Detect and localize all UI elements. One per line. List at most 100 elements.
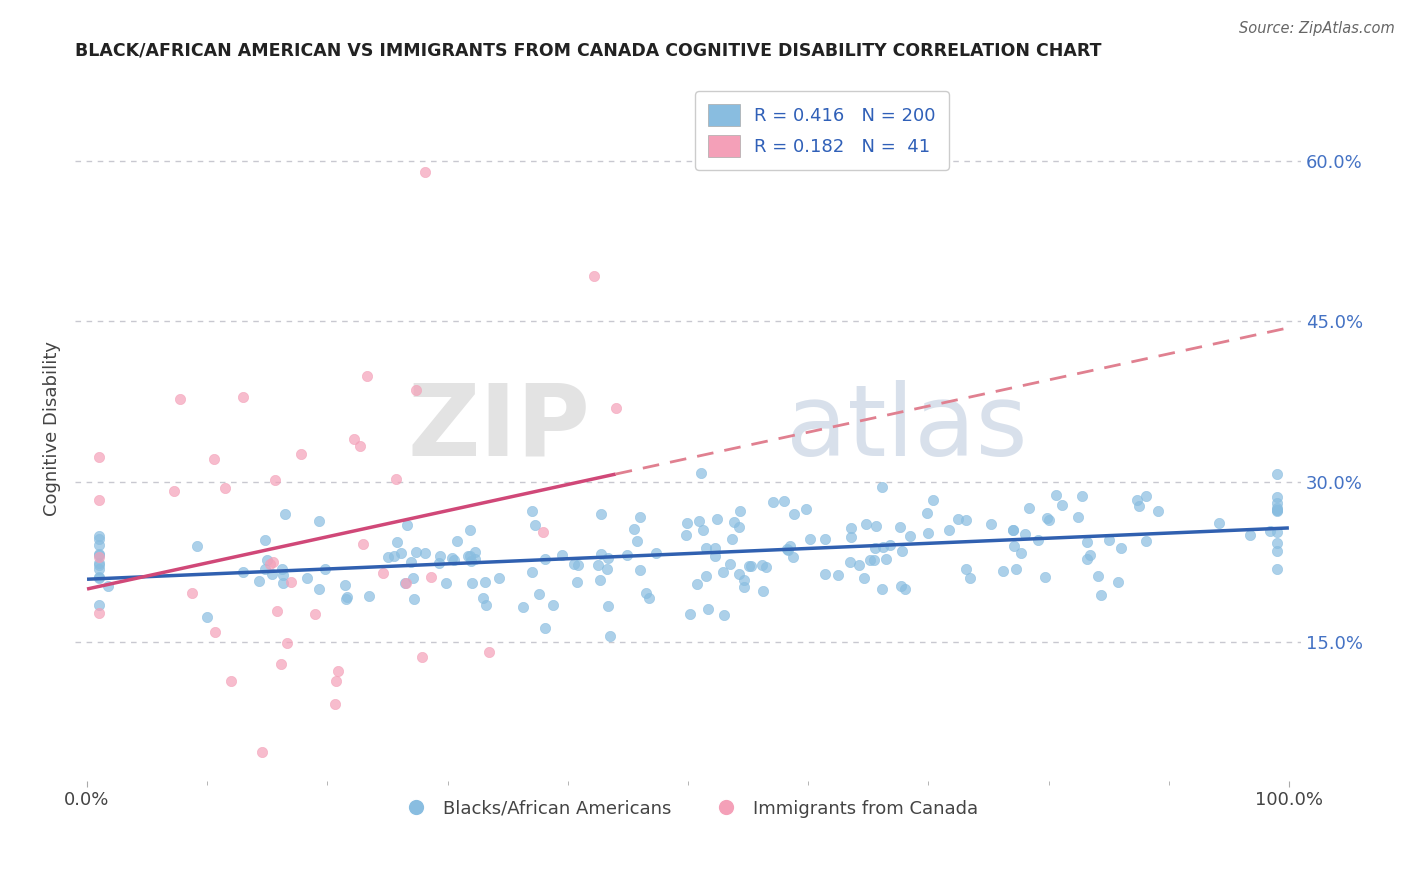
Point <box>247 574 270 588</box>
Point <box>1067 509 1090 524</box>
Point <box>728 566 751 581</box>
Point <box>839 555 862 569</box>
Point <box>586 558 609 572</box>
Point <box>475 598 498 612</box>
Point <box>429 549 451 564</box>
Point <box>488 571 510 585</box>
Point <box>848 558 870 573</box>
Point <box>87 556 110 570</box>
Point <box>675 528 697 542</box>
Point <box>865 518 887 533</box>
Point <box>917 526 939 541</box>
Point <box>395 518 418 533</box>
Point <box>271 575 294 590</box>
Point <box>711 566 734 580</box>
Point <box>1045 488 1067 502</box>
Point <box>1010 546 1032 560</box>
Point <box>859 553 882 567</box>
Point <box>460 554 482 568</box>
Point <box>357 590 380 604</box>
Point <box>596 599 619 614</box>
Point <box>752 584 775 599</box>
Point <box>402 591 425 606</box>
Point <box>567 558 589 572</box>
Point <box>915 506 938 520</box>
Point <box>938 524 960 538</box>
Point <box>464 545 486 559</box>
Point <box>946 512 969 526</box>
Point <box>645 546 668 560</box>
Point <box>531 525 554 540</box>
Point <box>588 573 610 587</box>
Point <box>413 546 436 560</box>
Text: Source: ZipAtlas.com: Source: ZipAtlas.com <box>1239 21 1395 36</box>
Point <box>314 562 336 576</box>
Point <box>1038 513 1060 527</box>
Point <box>891 543 914 558</box>
Point <box>1265 467 1288 481</box>
Point <box>1087 568 1109 582</box>
Point <box>863 553 886 567</box>
Point <box>894 582 917 597</box>
Point <box>1005 562 1028 576</box>
Text: BLACK/AFRICAN AMERICAN VS IMMIGRANTS FROM CANADA COGNITIVE DISABILITY CORRELATIO: BLACK/AFRICAN AMERICAN VS IMMIGRANTS FRO… <box>75 42 1101 60</box>
Point <box>336 590 359 604</box>
Point <box>839 521 862 535</box>
Point <box>1071 489 1094 503</box>
Point <box>1002 523 1025 537</box>
Point <box>623 523 645 537</box>
Point <box>799 532 821 546</box>
Point <box>169 392 191 407</box>
Point <box>890 579 912 593</box>
Point <box>214 482 236 496</box>
Point <box>443 552 465 566</box>
Point <box>1033 570 1056 584</box>
Point <box>474 574 496 589</box>
Point <box>405 545 427 559</box>
Point <box>1265 495 1288 509</box>
Point <box>524 518 547 533</box>
Point <box>628 563 651 577</box>
Point <box>1014 527 1036 541</box>
Point <box>325 673 347 688</box>
Point <box>688 514 710 528</box>
Point <box>562 558 585 572</box>
Point <box>219 673 242 688</box>
Point <box>87 529 110 543</box>
Point <box>232 390 254 404</box>
Point <box>87 571 110 585</box>
Point <box>872 540 894 554</box>
Point <box>87 492 110 507</box>
Point <box>262 555 284 569</box>
Point <box>276 636 298 650</box>
Text: ZIP: ZIP <box>406 380 591 476</box>
Point <box>678 607 700 622</box>
Point <box>446 533 468 548</box>
Point <box>186 539 208 553</box>
Point <box>1265 504 1288 518</box>
Point <box>751 558 773 572</box>
Point <box>779 539 801 553</box>
Point <box>461 576 484 591</box>
Point <box>690 466 713 480</box>
Point <box>713 607 735 622</box>
Point <box>695 569 717 583</box>
Point <box>1107 574 1129 589</box>
Point <box>703 541 725 556</box>
Point <box>1265 490 1288 504</box>
Point <box>411 650 433 665</box>
Point <box>814 533 837 547</box>
Point <box>723 515 745 529</box>
Point <box>1002 539 1025 553</box>
Point <box>583 268 606 283</box>
Point <box>596 551 619 566</box>
Point <box>755 560 778 574</box>
Point <box>522 566 544 580</box>
Point <box>1076 552 1098 566</box>
Point <box>1146 504 1168 518</box>
Point <box>567 574 589 589</box>
Point <box>270 657 292 671</box>
Point <box>1258 524 1281 538</box>
Point <box>371 566 394 580</box>
Point <box>783 508 806 522</box>
